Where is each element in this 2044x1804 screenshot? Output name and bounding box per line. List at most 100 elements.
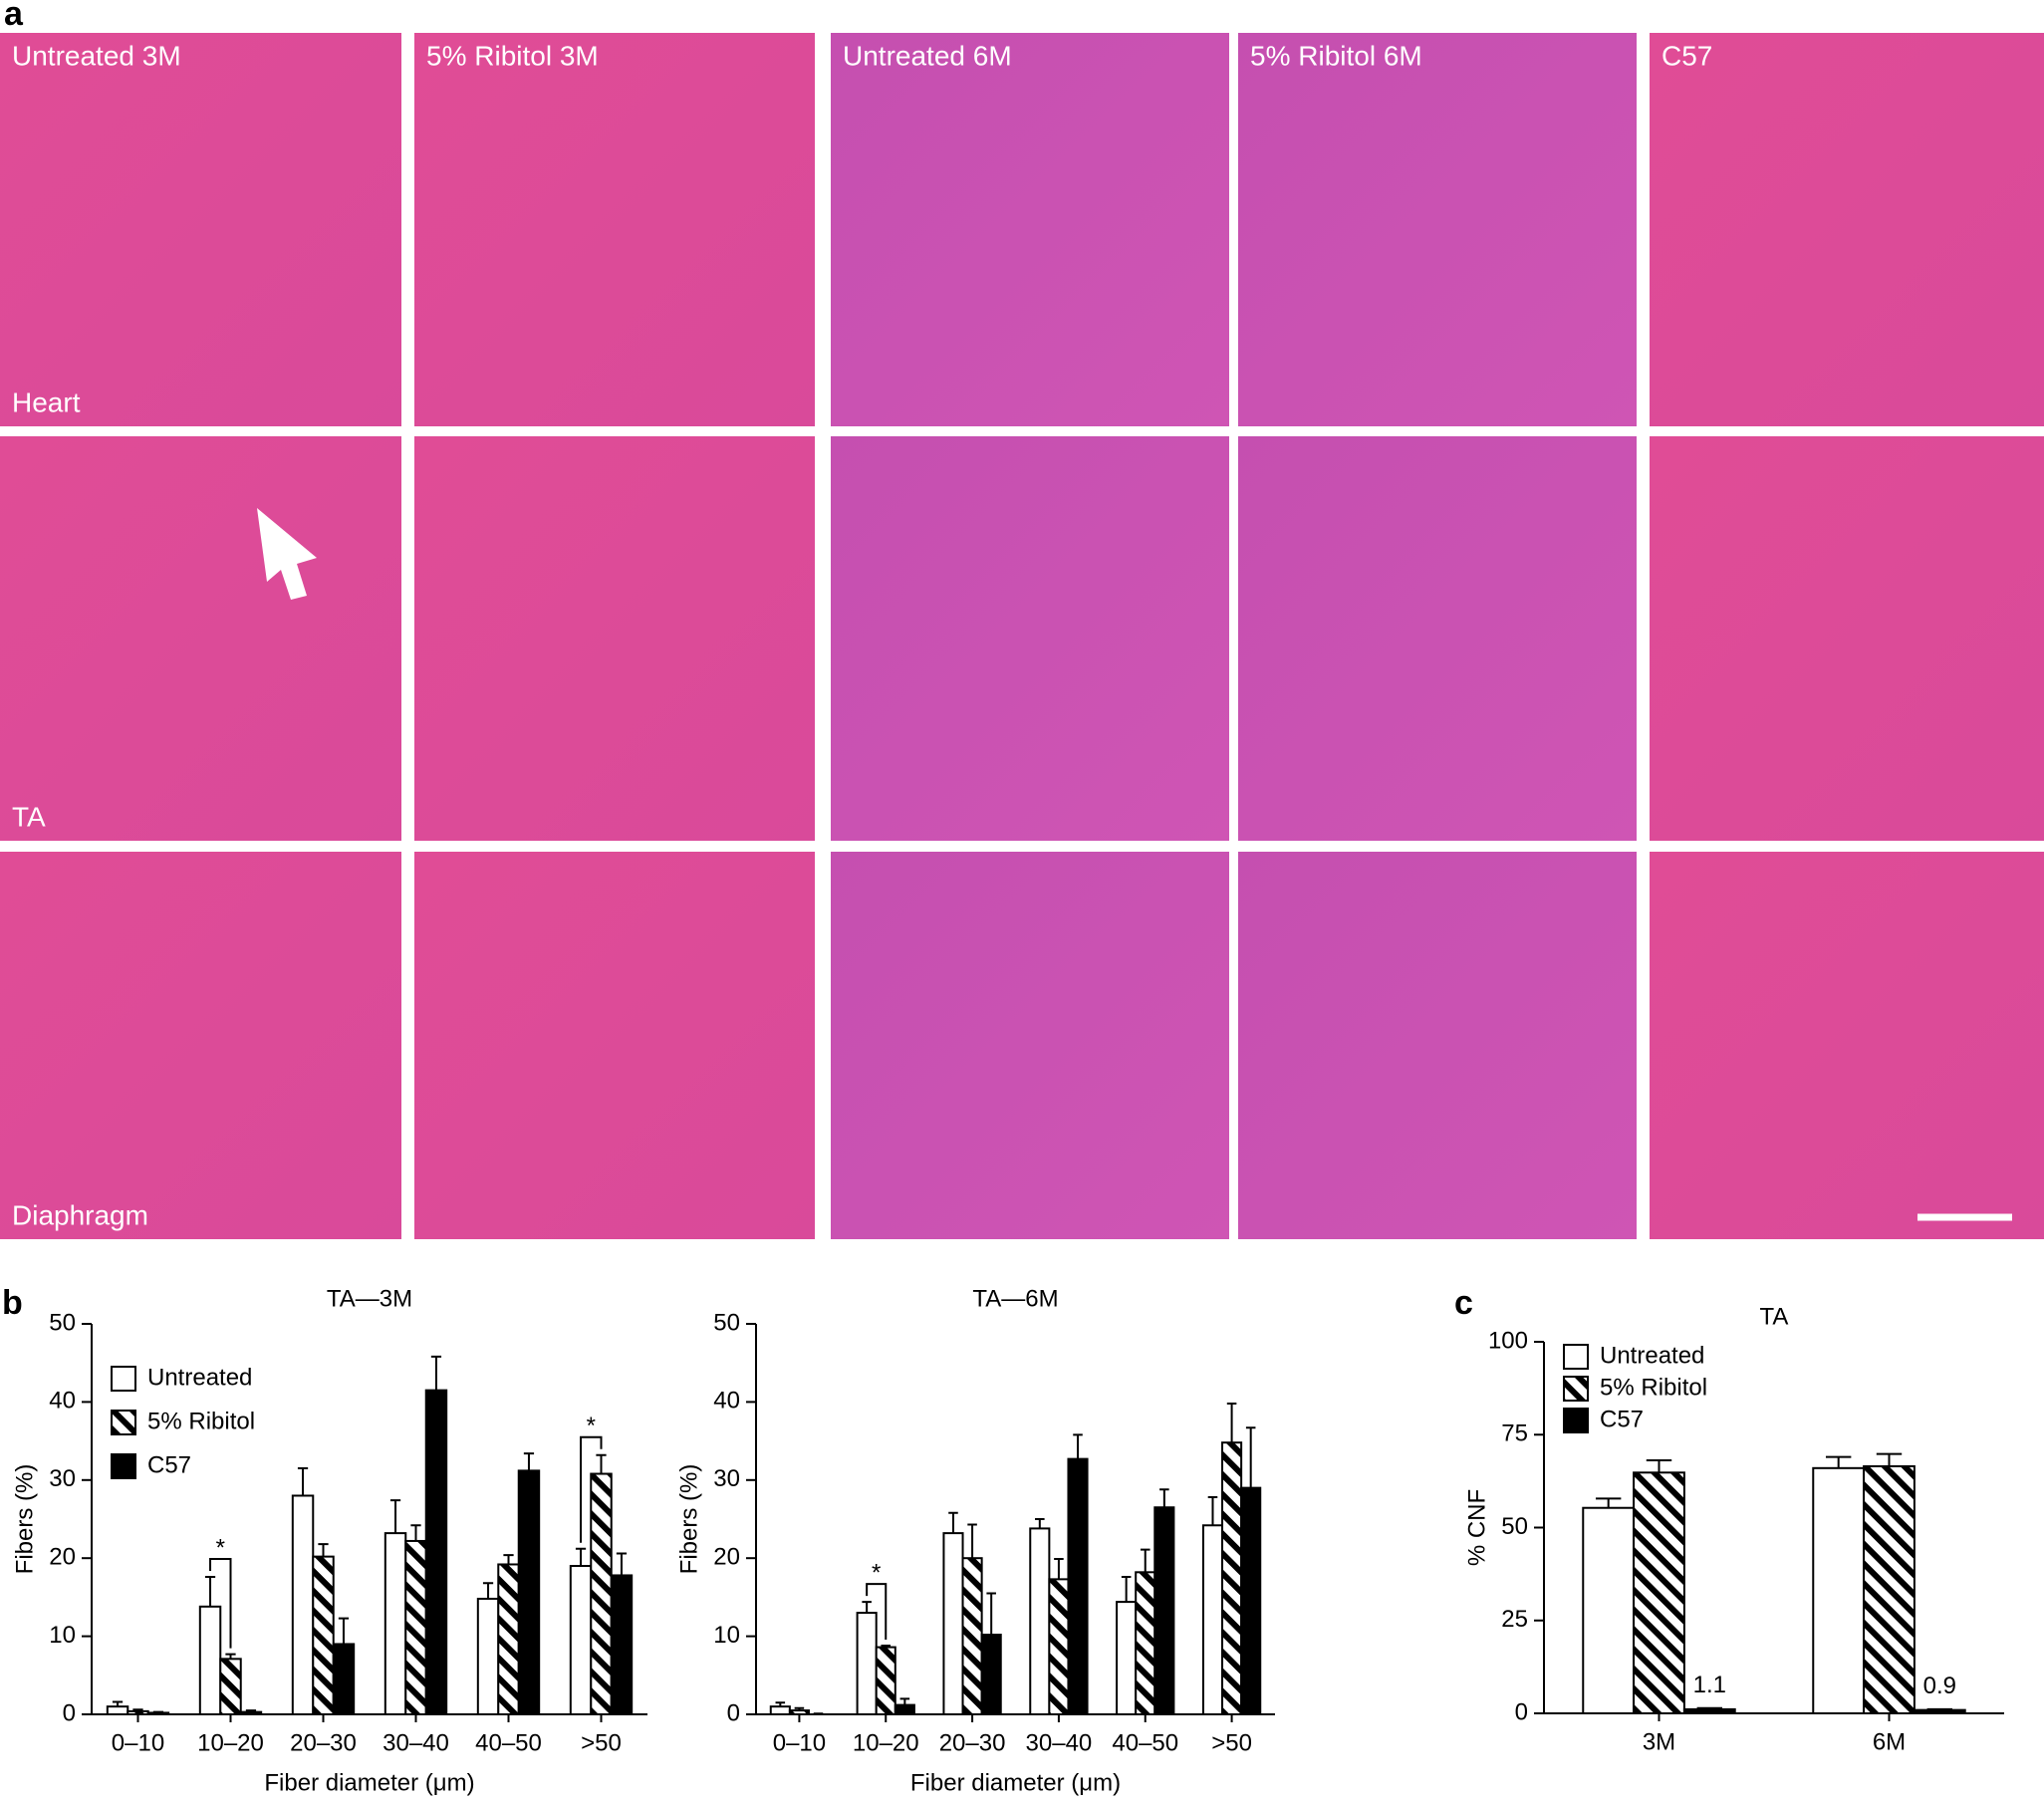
chart-title: TA—3M	[327, 1285, 412, 1312]
histology-image	[1650, 33, 2044, 426]
error-bar	[1121, 1576, 1132, 1603]
x-tick-label: 3M	[1643, 1728, 1675, 1755]
bar	[517, 1469, 541, 1715]
bar	[146, 1711, 170, 1716]
bar	[1048, 1578, 1070, 1716]
legend-swatch	[111, 1410, 136, 1435]
x-axis-label: Fiber diameter (μm)	[910, 1769, 1121, 1796]
y-tick-label: 30	[713, 1465, 740, 1492]
bar	[1240, 1486, 1262, 1716]
histology-image	[1238, 436, 1637, 841]
bar	[1633, 1471, 1685, 1715]
bar	[856, 1612, 878, 1715]
x-tick-label: 0–10	[112, 1729, 164, 1756]
y-tick-label: 20	[713, 1544, 740, 1571]
bar	[219, 1658, 242, 1716]
y-axis-label: Fibers (%)	[11, 1464, 38, 1575]
legend-swatch	[111, 1453, 136, 1479]
bar	[980, 1634, 1002, 1715]
data-label: 0.9	[1923, 1673, 1956, 1699]
y-tick-label: 50	[713, 1309, 740, 1336]
x-tick-label: >50	[1211, 1729, 1252, 1756]
error-bar	[1926, 1707, 1953, 1710]
column-label: C57	[1661, 40, 1712, 71]
bar	[1913, 1708, 1966, 1714]
y-tick-label: 40	[713, 1388, 740, 1415]
error-bar	[482, 1582, 494, 1599]
bar	[569, 1565, 593, 1716]
bar	[1116, 1601, 1138, 1715]
error-bar	[1245, 1426, 1256, 1488]
bar	[127, 1709, 149, 1716]
bar	[198, 1605, 222, 1715]
error-bar	[410, 1524, 421, 1541]
error-bar	[112, 1700, 124, 1707]
error-bar	[338, 1617, 350, 1645]
bar	[106, 1705, 129, 1716]
x-tick-label: 30–40	[1026, 1729, 1093, 1756]
significance-label: *	[587, 1413, 596, 1439]
error-bar	[899, 1697, 910, 1705]
y-tick-label: 10	[49, 1622, 76, 1649]
error-bar	[862, 1601, 872, 1614]
y-tick-label: 0	[727, 1699, 740, 1726]
bar	[875, 1646, 896, 1716]
significance-label: *	[216, 1534, 225, 1561]
x-tick-label: 0–10	[773, 1729, 826, 1756]
histology-image	[1238, 852, 1637, 1239]
column-label: Untreated 3M	[12, 40, 181, 71]
significance-label: *	[872, 1559, 881, 1586]
bar	[1153, 1506, 1175, 1715]
legend-label: C57	[1600, 1406, 1644, 1432]
histology-image	[831, 33, 1229, 426]
error-bar	[596, 1453, 607, 1474]
error-bar	[1876, 1452, 1903, 1466]
x-axis-label: Fiber diameter (μm)	[264, 1769, 474, 1796]
bar	[312, 1555, 335, 1715]
chart-title: TA	[1760, 1303, 1789, 1330]
bar	[942, 1532, 964, 1716]
bar	[424, 1389, 448, 1715]
bar	[894, 1703, 915, 1716]
y-tick-label: 50	[49, 1309, 76, 1336]
error-bar	[430, 1355, 442, 1391]
significance-bracket	[209, 1558, 232, 1649]
error-bar	[1226, 1402, 1237, 1443]
legend-swatch	[1563, 1376, 1589, 1402]
y-tick-label: 100	[1488, 1327, 1528, 1354]
error-bar	[1054, 1557, 1064, 1580]
error-bar	[1073, 1433, 1083, 1459]
histology-image	[0, 436, 401, 841]
y-tick-label: 40	[49, 1388, 76, 1415]
error-bar	[1035, 1518, 1045, 1529]
y-tick-label: 30	[49, 1465, 76, 1492]
histology-panel: Untreated 3M 5% Ribitol 3M Untreated 6M 5% …	[0, 33, 2044, 1239]
legend-swatch	[1563, 1408, 1589, 1433]
error-bar	[794, 1706, 805, 1711]
histology-image	[0, 33, 401, 426]
legend-label: 5% Ribitol	[147, 1408, 255, 1434]
x-tick-label: 10–20	[853, 1729, 919, 1756]
error-bar	[132, 1708, 143, 1711]
bar	[1221, 1441, 1243, 1715]
significance-bracket	[866, 1583, 888, 1641]
error-bar	[616, 1552, 628, 1576]
error-bar	[575, 1547, 587, 1567]
histology-image	[831, 852, 1229, 1239]
bar	[1201, 1524, 1224, 1715]
y-tick-label: 0	[1515, 1698, 1528, 1725]
legend-swatch	[111, 1366, 136, 1392]
error-bar	[389, 1499, 401, 1534]
significance-bracket	[580, 1435, 603, 1543]
legend-label: C57	[147, 1451, 191, 1478]
error-bar	[986, 1592, 996, 1636]
histology-image	[414, 436, 815, 841]
y-tick-label: 75	[1501, 1420, 1528, 1447]
error-bar	[948, 1511, 958, 1534]
data-label: 1.1	[1693, 1672, 1726, 1698]
bar	[497, 1563, 520, 1716]
histology-image	[831, 436, 1229, 841]
error-bar	[1595, 1497, 1622, 1508]
